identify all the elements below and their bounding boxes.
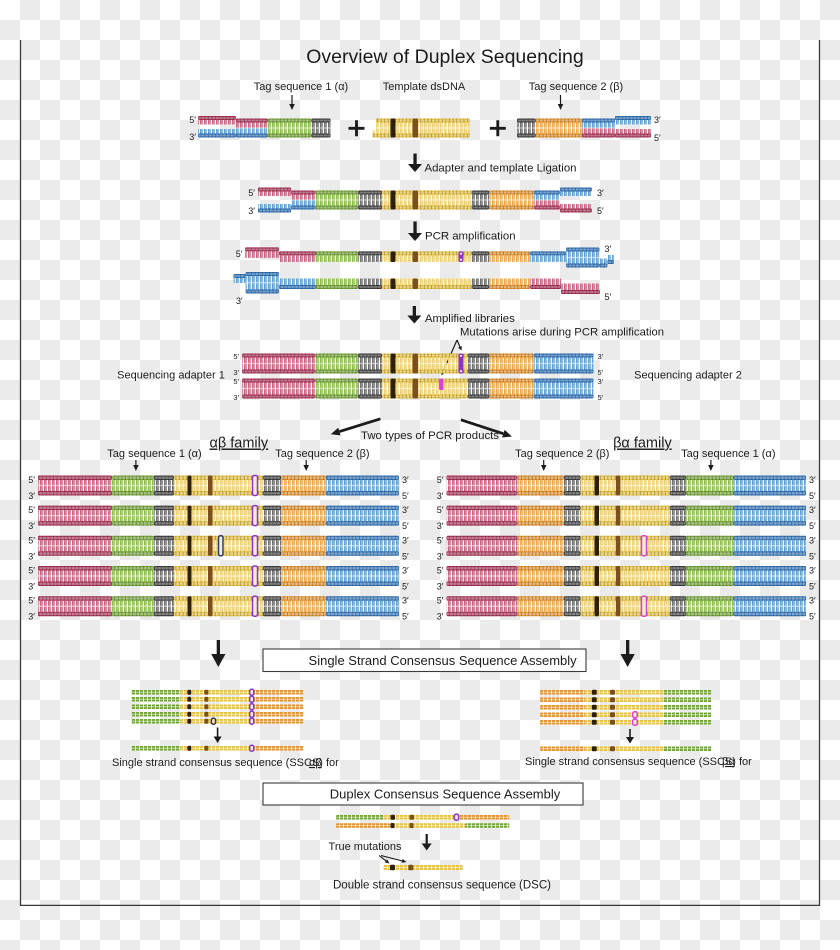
svg-text:3′: 3′ xyxy=(233,368,239,377)
svg-text:5′: 5′ xyxy=(809,582,816,592)
svg-text:3′: 3′ xyxy=(809,596,816,606)
svg-text:3′: 3′ xyxy=(654,115,661,125)
svg-text:3′: 3′ xyxy=(809,566,816,576)
svg-text:Single strand consensus sequen: Single strand consensus sequence (SSCS) … xyxy=(112,757,339,769)
svg-text:3′: 3′ xyxy=(598,377,604,386)
svg-text:Overview of Duplex Sequencing: Overview of Duplex Sequencing xyxy=(306,46,584,68)
svg-text:Amplified libraries: Amplified libraries xyxy=(425,313,515,325)
svg-text:Sequencing adapter 2: Sequencing adapter 2 xyxy=(634,370,742,382)
svg-text:Single Strand Consensus Sequen: Single Strand Consensus Sequence Assembl… xyxy=(309,653,578,668)
svg-text:3′: 3′ xyxy=(437,551,444,561)
svg-text:3′: 3′ xyxy=(248,206,255,216)
svg-text:Tag sequence 1 (α): Tag sequence 1 (α) xyxy=(681,448,775,460)
svg-text:5′: 5′ xyxy=(598,368,604,377)
svg-text:αβ family: αβ family xyxy=(209,436,268,452)
svg-text:5′: 5′ xyxy=(233,377,239,386)
svg-text:3′: 3′ xyxy=(437,582,444,592)
svg-text:5′: 5′ xyxy=(28,505,35,515)
svg-text:5′: 5′ xyxy=(189,115,196,125)
svg-text:3′: 3′ xyxy=(28,491,35,501)
svg-text:Sequencing adapter 1: Sequencing adapter 1 xyxy=(117,370,225,382)
svg-text:Single strand consensus sequen: Single strand consensus sequence (SSCS) … xyxy=(525,756,752,768)
svg-text:Mutations arise during PCR amp: Mutations arise during PCR amplification xyxy=(460,327,664,339)
svg-text:5′: 5′ xyxy=(654,133,661,143)
svg-text:5′: 5′ xyxy=(28,535,35,545)
svg-text:5′: 5′ xyxy=(437,505,444,515)
svg-text:αβ: αβ xyxy=(309,757,322,769)
svg-text:3′: 3′ xyxy=(809,535,816,545)
svg-text:5′: 5′ xyxy=(598,393,604,402)
svg-text:5′: 5′ xyxy=(28,596,35,606)
svg-text:3′: 3′ xyxy=(402,596,409,606)
svg-text:5′: 5′ xyxy=(233,352,239,361)
svg-text:3′: 3′ xyxy=(28,551,35,561)
svg-text:3′: 3′ xyxy=(809,505,816,515)
svg-text:5′: 5′ xyxy=(402,582,409,592)
svg-text:5′: 5′ xyxy=(402,521,409,531)
svg-text:5′: 5′ xyxy=(809,521,816,531)
svg-text:Adapter and template Ligation: Adapter and template Ligation xyxy=(425,163,577,175)
svg-text:3′: 3′ xyxy=(28,521,35,531)
svg-text:5′: 5′ xyxy=(236,249,243,259)
svg-text:Duplex Consensus Sequence Asse: Duplex Consensus Sequence Assembly xyxy=(330,787,561,802)
svg-text:Tag sequence 2 (β): Tag sequence 2 (β) xyxy=(529,81,623,93)
svg-text:5′: 5′ xyxy=(402,491,409,501)
svg-text:3′: 3′ xyxy=(809,475,816,485)
svg-text:3′: 3′ xyxy=(598,352,604,361)
svg-text:3′: 3′ xyxy=(236,296,243,306)
svg-text:3′: 3′ xyxy=(437,521,444,531)
svg-text:3′: 3′ xyxy=(402,475,409,485)
svg-text:5′: 5′ xyxy=(402,551,409,561)
svg-text:3′: 3′ xyxy=(437,491,444,501)
svg-text:βα family: βα family xyxy=(613,436,672,452)
svg-text:Tag sequence 1 (α): Tag sequence 1 (α) xyxy=(254,81,348,93)
svg-text:3′: 3′ xyxy=(28,582,35,592)
svg-text:Tag sequence 2 (β): Tag sequence 2 (β) xyxy=(275,448,369,460)
svg-text:3′: 3′ xyxy=(402,535,409,545)
svg-text:5′: 5′ xyxy=(28,475,35,485)
svg-text:Two types of PCR products: Two types of PCR products xyxy=(361,430,499,442)
svg-text:Tag sequence 2 (β): Tag sequence 2 (β) xyxy=(515,448,609,460)
svg-text:5′: 5′ xyxy=(28,566,35,576)
svg-text:5′: 5′ xyxy=(248,188,255,198)
svg-text:Template dsDNA: Template dsDNA xyxy=(383,81,466,93)
svg-text:5′: 5′ xyxy=(605,292,612,302)
svg-text:5′: 5′ xyxy=(437,535,444,545)
svg-text:5′: 5′ xyxy=(437,566,444,576)
svg-text:5′: 5′ xyxy=(437,475,444,485)
svg-text:5′: 5′ xyxy=(597,206,604,216)
svg-text:3′: 3′ xyxy=(605,244,612,254)
svg-text:3′: 3′ xyxy=(402,566,409,576)
svg-text:3′: 3′ xyxy=(189,132,196,142)
svg-text:Double strand consensus sequen: Double strand consensus sequence (DSC) xyxy=(333,880,551,892)
svg-text:True mutations: True mutations xyxy=(329,841,402,853)
svg-text:3′: 3′ xyxy=(437,612,444,622)
svg-text:5′: 5′ xyxy=(809,551,816,561)
svg-text:5′: 5′ xyxy=(809,491,816,501)
svg-text:3′: 3′ xyxy=(28,612,35,622)
svg-text:5′: 5′ xyxy=(437,596,444,606)
svg-text:Tag sequence 1 (α): Tag sequence 1 (α) xyxy=(107,448,201,460)
svg-text:5′: 5′ xyxy=(809,612,816,622)
svg-text:βα: βα xyxy=(722,756,735,768)
svg-text:3′: 3′ xyxy=(233,393,239,402)
svg-text:3′: 3′ xyxy=(402,505,409,515)
svg-text:3′: 3′ xyxy=(597,188,604,198)
svg-text:5′: 5′ xyxy=(402,612,409,622)
svg-text:PCR amplification: PCR amplification xyxy=(425,231,516,243)
